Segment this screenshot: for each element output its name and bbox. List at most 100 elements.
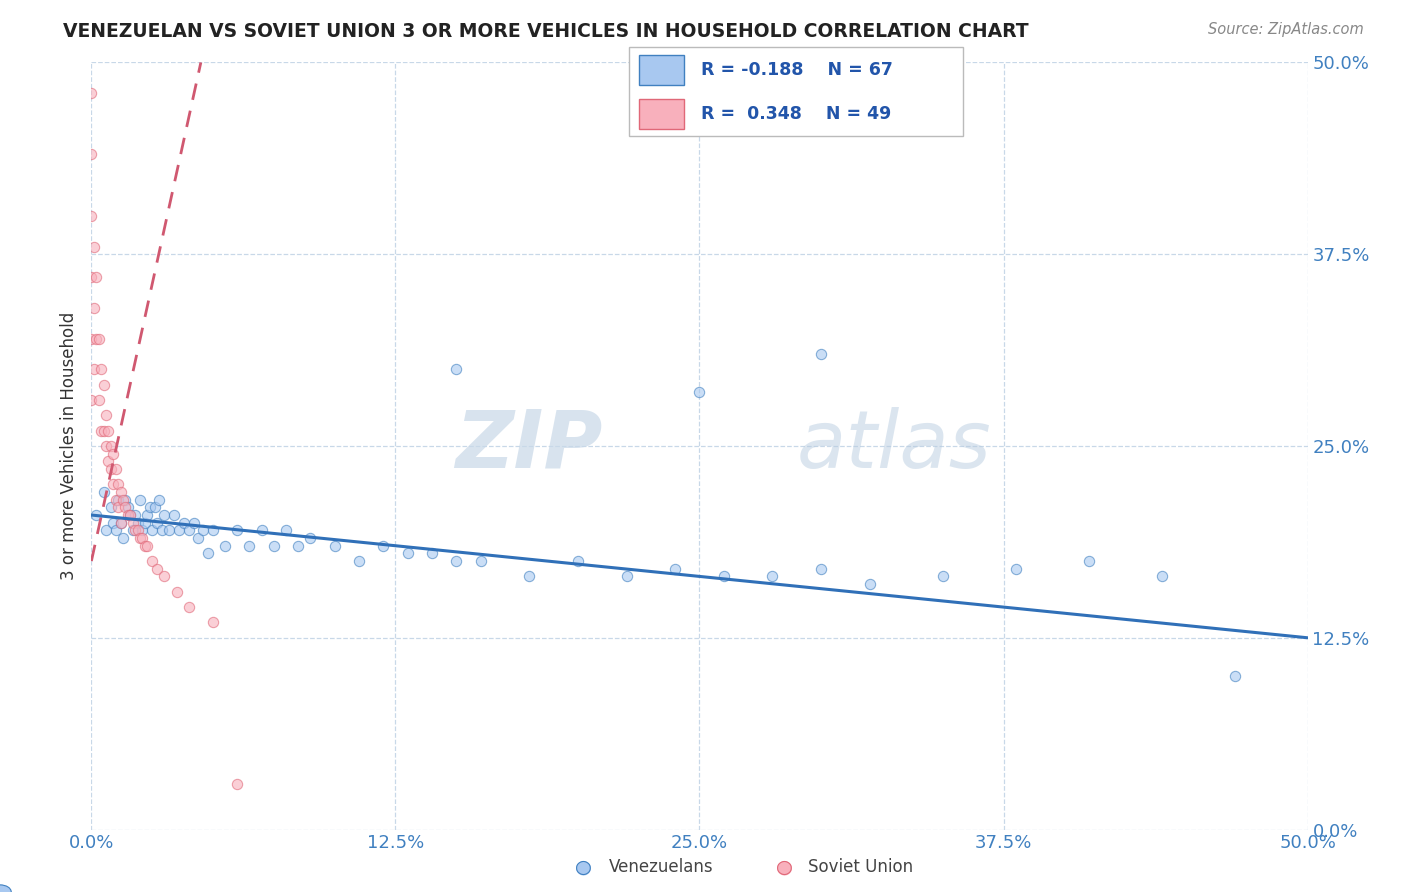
Point: [80, 270, 103, 285]
Point: [120, 508, 142, 522]
Point: [139, 500, 162, 515]
Text: ○: ○: [776, 857, 793, 877]
Point: [111, 531, 134, 545]
Point: [80, 86, 103, 100]
Point: [93, 424, 115, 438]
Point: [141, 554, 163, 568]
FancyBboxPatch shape: [628, 47, 963, 136]
Point: [347, 554, 370, 568]
Point: [121, 524, 143, 538]
Text: Soviet Union: Soviet Union: [808, 858, 914, 876]
Point: [187, 531, 209, 545]
Point: [193, 524, 215, 538]
Point: [100, 462, 122, 476]
Point: [94, 524, 117, 538]
Point: [153, 508, 176, 522]
Point: [146, 516, 169, 530]
Point: [197, 546, 219, 560]
Point: [143, 500, 166, 515]
Text: ZIP: ZIP: [454, 407, 602, 485]
Point: [80, 332, 103, 346]
Text: R = -0.188    N = 67: R = -0.188 N = 67: [702, 61, 893, 78]
Point: [444, 362, 467, 376]
Point: [104, 492, 127, 507]
Point: [84, 332, 107, 346]
FancyBboxPatch shape: [640, 55, 685, 85]
Point: [688, 385, 710, 400]
Point: [396, 546, 419, 560]
Point: [810, 347, 832, 361]
Point: [146, 562, 169, 576]
Point: [103, 477, 125, 491]
Point: [110, 516, 132, 530]
Text: Venezuelans: Venezuelans: [609, 858, 713, 876]
Point: [117, 508, 139, 522]
Point: [121, 516, 143, 530]
Point: [136, 508, 159, 522]
Point: [124, 524, 146, 538]
Point: [238, 539, 260, 553]
Point: [420, 546, 443, 560]
Point: [287, 539, 309, 553]
Text: ●: ●: [776, 857, 793, 877]
Point: [93, 485, 115, 500]
Point: [120, 508, 142, 522]
Point: [163, 508, 186, 522]
Point: [202, 615, 225, 630]
Point: [153, 569, 176, 583]
Point: [323, 539, 346, 553]
Point: [373, 539, 395, 553]
Point: [250, 524, 273, 538]
Point: [1223, 669, 1246, 683]
Point: [810, 562, 832, 576]
Point: [134, 539, 156, 553]
Point: [87, 392, 110, 407]
Point: [80, 147, 103, 161]
Point: [129, 492, 152, 507]
Point: [80, 392, 103, 407]
Point: [104, 524, 127, 538]
Point: [94, 409, 117, 423]
Point: [166, 584, 188, 599]
Point: [110, 485, 132, 500]
Point: [134, 516, 156, 530]
Point: [444, 554, 467, 568]
Point: [94, 439, 117, 453]
Point: [177, 524, 200, 538]
Point: [107, 500, 129, 515]
Point: [83, 239, 105, 253]
Point: [136, 539, 159, 553]
Point: [859, 577, 882, 591]
Point: [177, 600, 200, 615]
Point: [97, 424, 120, 438]
Point: [107, 477, 129, 491]
Point: [103, 516, 125, 530]
Text: Source: ZipAtlas.com: Source: ZipAtlas.com: [1208, 22, 1364, 37]
Point: [114, 500, 136, 515]
Point: [202, 524, 225, 538]
Point: [124, 508, 146, 522]
Point: [90, 362, 112, 376]
Point: [141, 524, 163, 538]
Point: [1077, 554, 1099, 568]
Text: ●: ●: [575, 857, 592, 877]
Text: ○: ○: [575, 857, 592, 877]
Point: [150, 524, 173, 538]
Point: [127, 524, 149, 538]
Point: [131, 531, 153, 545]
Point: [104, 462, 127, 476]
Point: [274, 524, 297, 538]
FancyBboxPatch shape: [640, 99, 685, 129]
Point: [713, 569, 735, 583]
Point: [90, 424, 112, 438]
Point: [131, 524, 153, 538]
Point: [226, 776, 249, 790]
Point: [226, 524, 249, 538]
Text: atlas: atlas: [797, 407, 991, 485]
Point: [100, 500, 122, 515]
Point: [157, 524, 180, 538]
Point: [761, 569, 783, 583]
Point: [100, 439, 122, 453]
Point: [470, 554, 492, 568]
Point: [1004, 562, 1026, 576]
